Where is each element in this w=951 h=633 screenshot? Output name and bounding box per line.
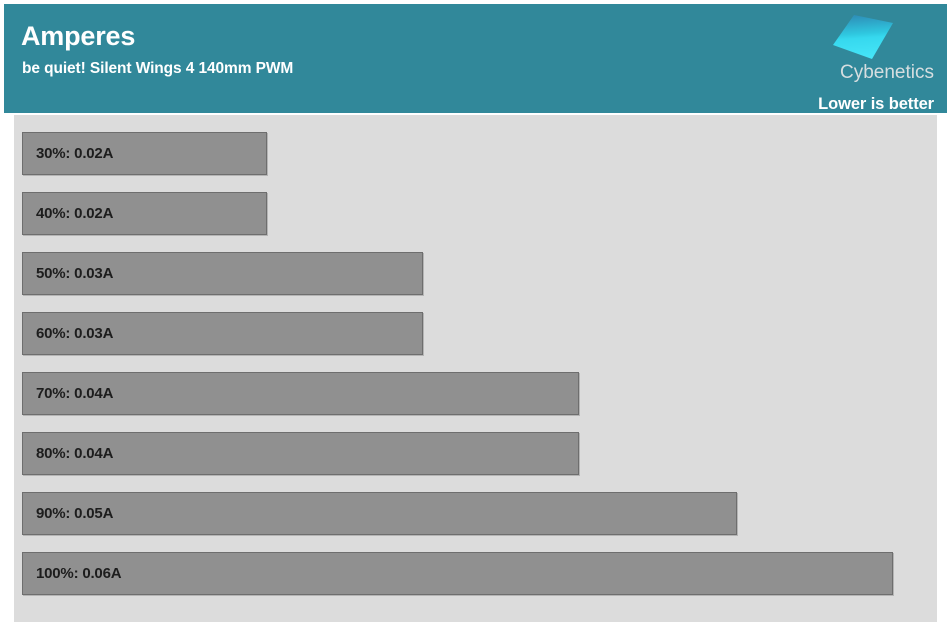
bar-row: 60%: 0.03A <box>22 312 423 355</box>
bar-row: 50%: 0.03A <box>22 252 423 295</box>
bar-row: 90%: 0.05A <box>22 492 737 535</box>
bar-row: 80%: 0.04A <box>22 432 579 475</box>
bar-label: 60%: 0.03A <box>36 325 114 342</box>
chart-header: Amperes be quiet! Silent Wings 4 140mm P… <box>4 4 947 113</box>
bar-label: 70%: 0.04A <box>36 385 114 402</box>
page-subtitle: be quiet! Silent Wings 4 140mm PWM <box>22 60 294 77</box>
cybenetics-rhombus-logo-icon <box>832 14 894 60</box>
bar-label: 50%: 0.03A <box>36 265 114 282</box>
bar-100pct <box>22 552 893 595</box>
bar-label: 40%: 0.02A <box>36 205 114 222</box>
bar-label: 30%: 0.02A <box>36 145 114 162</box>
bar-row: 70%: 0.04A <box>22 372 579 415</box>
bar-row: 100%: 0.06A <box>22 552 893 595</box>
bar-70pct <box>22 372 579 415</box>
bar-60pct <box>22 312 423 355</box>
bar-80pct <box>22 432 579 475</box>
bar-label: 80%: 0.04A <box>36 445 114 462</box>
page-title: Amperes <box>21 21 136 51</box>
bar-30pct <box>22 132 267 175</box>
cybenetics-wordmark: Cybenetics <box>840 62 934 83</box>
bar-row: 30%: 0.02A <box>22 132 267 175</box>
chart-panel: 30%: 0.02A 40%: 0.02A 50%: 0.03A 60%: 0.03A… <box>14 115 937 622</box>
bar-label: 90%: 0.05A <box>36 505 114 522</box>
bar-50pct <box>22 252 423 295</box>
bar-label: 100%: 0.06A <box>36 565 122 582</box>
brand-block: Cybenetics Lower is better <box>778 10 938 113</box>
bar-90pct <box>22 492 737 535</box>
lower-is-better-note: Lower is better <box>818 95 934 113</box>
bar-row: 40%: 0.02A <box>22 192 267 235</box>
bar-40pct <box>22 192 267 235</box>
